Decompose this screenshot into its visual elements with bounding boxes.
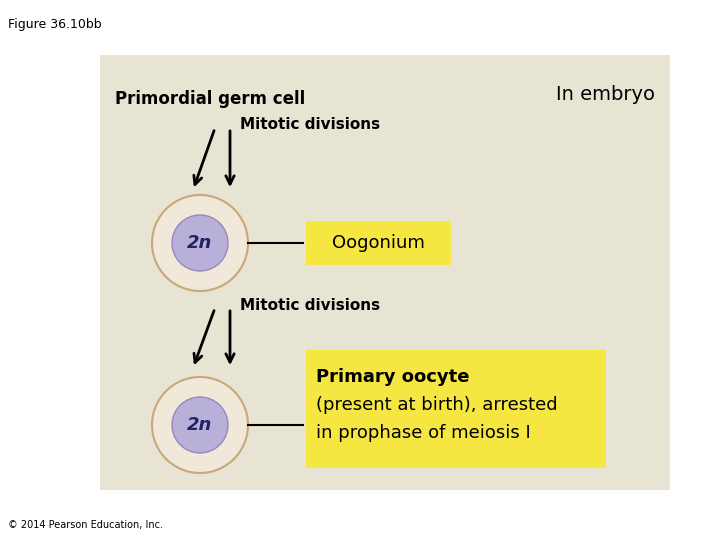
FancyBboxPatch shape: [306, 221, 451, 265]
Circle shape: [152, 195, 248, 291]
Circle shape: [172, 397, 228, 453]
Text: Mitotic divisions: Mitotic divisions: [240, 117, 380, 132]
Text: Figure 36.10bb: Figure 36.10bb: [8, 18, 102, 31]
Circle shape: [172, 215, 228, 271]
Text: 2n: 2n: [187, 416, 212, 434]
FancyBboxPatch shape: [306, 350, 606, 468]
Text: In embryo: In embryo: [556, 85, 655, 104]
Text: Primary oocyte: Primary oocyte: [316, 368, 469, 386]
Text: © 2014 Pearson Education, Inc.: © 2014 Pearson Education, Inc.: [8, 520, 163, 530]
Text: in prophase of meiosis I: in prophase of meiosis I: [316, 424, 531, 442]
Text: Mitotic divisions: Mitotic divisions: [240, 298, 380, 313]
FancyBboxPatch shape: [100, 55, 670, 490]
Text: (present at birth), arrested: (present at birth), arrested: [316, 396, 557, 414]
Circle shape: [152, 377, 248, 473]
Text: Primordial germ cell: Primordial germ cell: [115, 90, 305, 108]
Text: Oogonium: Oogonium: [332, 234, 425, 252]
Text: 2n: 2n: [187, 234, 212, 252]
